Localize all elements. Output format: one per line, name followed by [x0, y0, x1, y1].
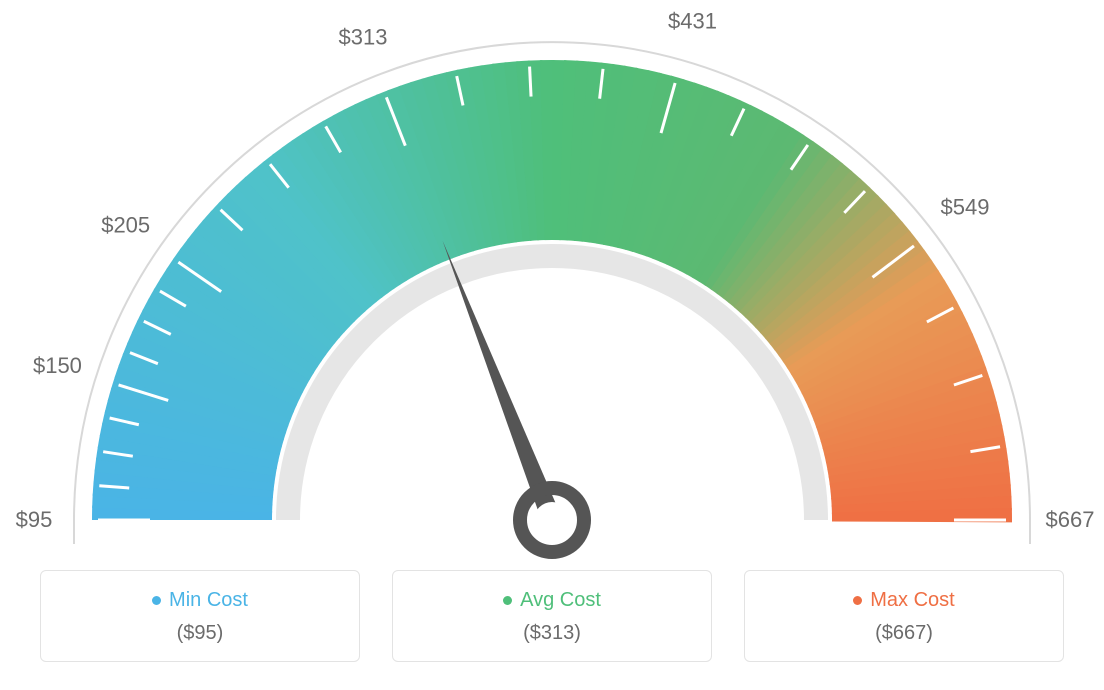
gauge-tick-label: $431 [668, 8, 717, 33]
legend-card-min: Min Cost ($95) [40, 570, 360, 662]
legend-card-max: Max Cost ($667) [744, 570, 1064, 662]
legend-title-min-text: Min Cost [169, 589, 248, 612]
legend-value-min: ($95) [51, 622, 349, 645]
gauge-tick-label: $313 [339, 25, 388, 50]
gauge-tick-label: $549 [940, 194, 989, 219]
gauge-tick-label: $205 [101, 213, 150, 238]
cost-gauge-chart: $95 $150 $205 $313 $431 $549 $667 [0, 0, 1104, 560]
gauge-container: $95 $150 $205 $313 $431 $549 $667 [0, 0, 1104, 560]
legend-title-avg: Avg Cost [503, 589, 601, 612]
legend-title-max: Max Cost [853, 589, 954, 612]
legend-title-max-text: Max Cost [870, 589, 954, 612]
gauge-needle [443, 241, 562, 524]
legend-value-max: ($667) [755, 622, 1053, 645]
legend-dot-avg [503, 596, 512, 605]
legend-dot-min [152, 596, 161, 605]
gauge-arc [92, 60, 1012, 522]
legend-title-min: Min Cost [152, 589, 248, 612]
legend-row: Min Cost ($95) Avg Cost ($313) Max Cost … [0, 570, 1104, 662]
legend-title-avg-text: Avg Cost [520, 589, 601, 612]
gauge-tick-label: $95 [16, 507, 53, 532]
gauge-tick-label: $150 [33, 353, 82, 378]
gauge-hub-inner [534, 502, 570, 538]
legend-card-avg: Avg Cost ($313) [392, 570, 712, 662]
gauge-tick-label: $667 [1046, 507, 1095, 532]
legend-dot-max [853, 596, 862, 605]
legend-value-avg: ($313) [403, 622, 701, 645]
